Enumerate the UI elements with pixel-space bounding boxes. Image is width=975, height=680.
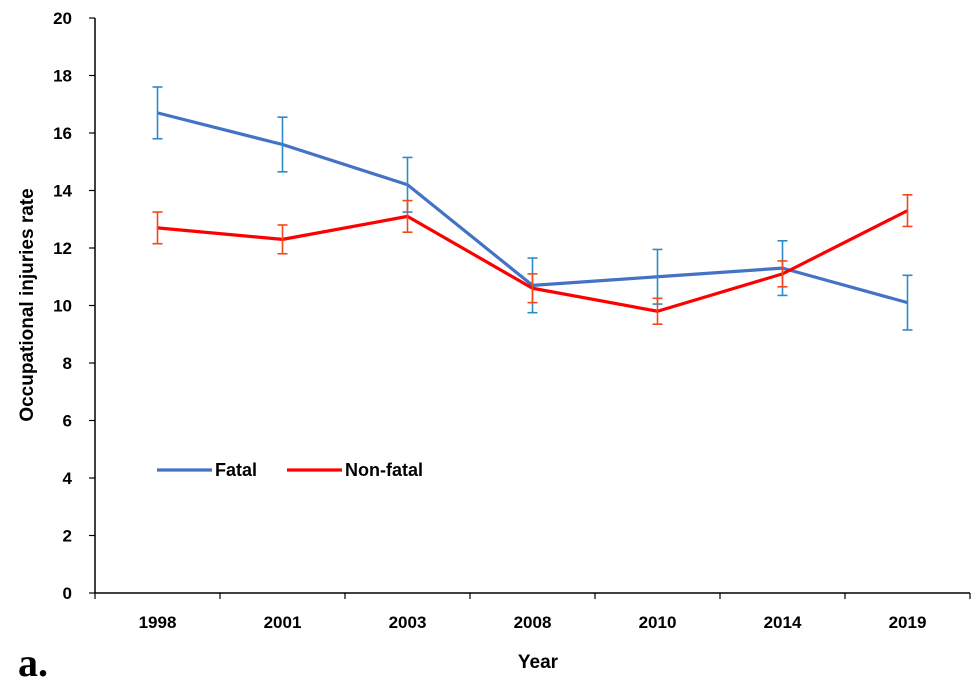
legend-item: Non-fatal — [287, 460, 423, 480]
y-tick-label: 8 — [63, 354, 72, 373]
y-tick-label: 18 — [53, 67, 72, 86]
y-axis-title: Occupational injuries rate — [17, 188, 38, 421]
y-tick-label: 16 — [53, 124, 72, 143]
x-tick-label: 2003 — [389, 613, 427, 632]
series-non-fatal — [152, 194, 913, 325]
y-tick-label: 10 — [53, 297, 72, 316]
series-layer — [152, 86, 913, 331]
x-tick-label: 2019 — [889, 613, 927, 632]
x-tick-label: 2001 — [264, 613, 302, 632]
legend-item: Fatal — [157, 460, 257, 480]
x-tick-label: 2010 — [639, 613, 677, 632]
y-tick-label: 20 — [53, 9, 72, 28]
x-axis-title: Year — [518, 652, 559, 673]
y-tick-label: 2 — [63, 527, 72, 546]
y-tick-label: 4 — [63, 469, 73, 488]
x-tick-label: 2014 — [764, 613, 802, 632]
legend-label: Non-fatal — [345, 460, 423, 480]
y-tick-label: 14 — [53, 182, 72, 201]
y-axis-ticks: 0 2 4 6 8 10 12 14 16 18 20 — [53, 9, 95, 603]
panel-label: a. — [18, 640, 48, 680]
y-tick-label: 0 — [63, 584, 72, 603]
legend-label: Fatal — [215, 460, 257, 480]
y-tick-label: 6 — [63, 412, 72, 431]
legend: Fatal Non-fatal — [157, 460, 423, 480]
x-tick-label: 2008 — [514, 613, 552, 632]
y-tick-label: 12 — [53, 239, 72, 258]
x-axis-ticks: 1998 2001 2003 2008 2010 2014 2019 — [94, 593, 971, 632]
x-tick-label: 1998 — [139, 613, 177, 632]
